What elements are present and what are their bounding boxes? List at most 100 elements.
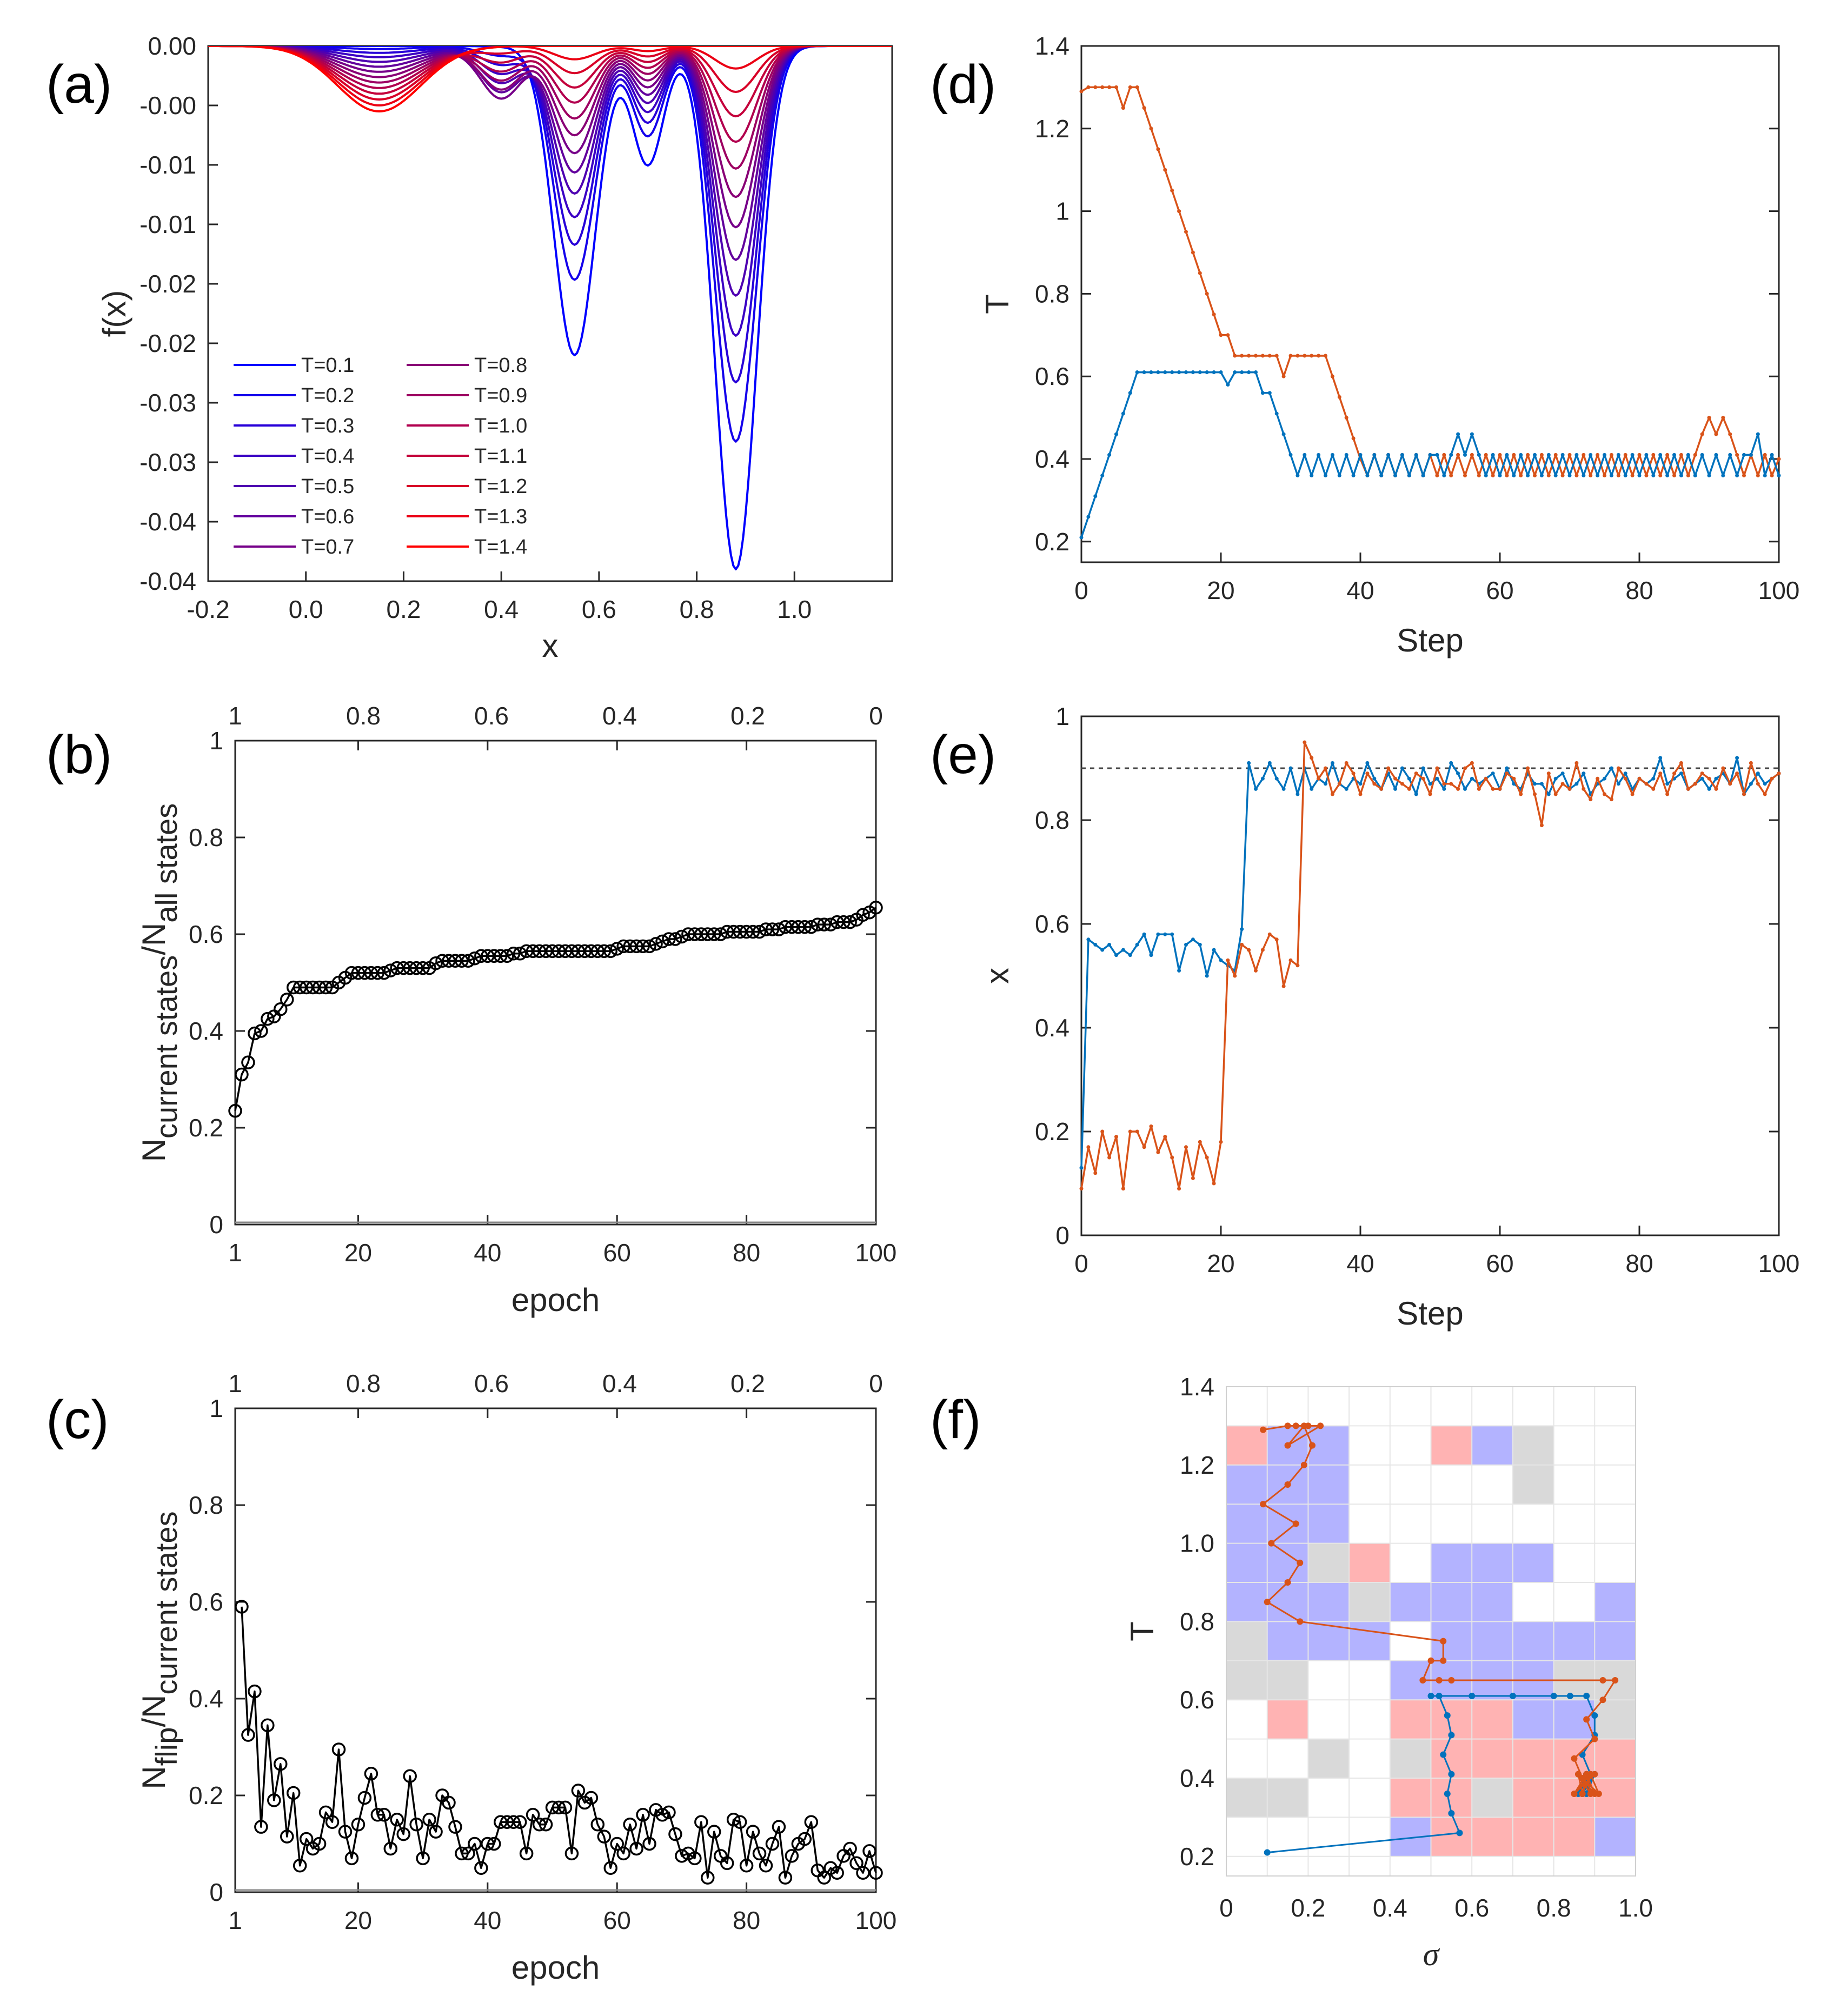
point-blue <box>1295 474 1300 478</box>
trajectory-point-blue <box>1591 1712 1598 1719</box>
point-orange <box>1267 932 1272 936</box>
y-tick-label: -0.04 <box>139 508 196 536</box>
data-point <box>856 908 870 922</box>
legend-label: T=0.5 <box>301 475 354 498</box>
trajectory-point-orange <box>1575 1771 1582 1778</box>
point-orange <box>1609 453 1613 457</box>
point-blue <box>1393 787 1397 791</box>
curve-T=0.4 <box>208 46 892 337</box>
point-blue <box>1539 474 1544 478</box>
point-orange <box>1240 942 1244 947</box>
x-tick-label: 0.2 <box>386 595 421 623</box>
cell <box>1472 1621 1513 1661</box>
point-blue <box>1254 370 1258 375</box>
data-point <box>810 917 825 932</box>
data-point <box>325 1815 340 1829</box>
cell <box>1349 1543 1390 1582</box>
point-blue <box>1623 474 1627 478</box>
x-tick-label: 20 <box>344 1239 372 1267</box>
point-orange <box>1093 1171 1098 1175</box>
point-orange <box>1596 776 1600 781</box>
y-tick-label: 0 <box>209 1878 223 1906</box>
point-blue <box>1428 782 1432 786</box>
y-tick-label: 1 <box>1055 197 1069 225</box>
data-point <box>409 961 423 975</box>
point-blue <box>1442 787 1446 791</box>
point-orange <box>1247 354 1251 358</box>
point-blue <box>1707 474 1711 478</box>
point-orange <box>1449 782 1453 786</box>
curve-T=1.4 <box>208 46 892 112</box>
point-blue <box>1267 391 1272 395</box>
trajectory-point-orange <box>1284 1579 1291 1586</box>
point-blue <box>1539 782 1544 786</box>
point-blue <box>1198 942 1202 947</box>
data-point <box>487 949 501 963</box>
point-blue <box>1721 474 1725 478</box>
point-blue <box>1184 942 1188 947</box>
data-point <box>539 944 553 959</box>
point-blue <box>1142 932 1146 936</box>
cell <box>1472 1426 1513 1465</box>
data-point <box>228 1103 242 1118</box>
y-axis-label: T <box>979 294 1015 314</box>
point-orange <box>1539 453 1544 457</box>
point-blue <box>1749 782 1753 786</box>
data-point <box>649 937 663 951</box>
trajectory-point-blue <box>1440 1751 1447 1758</box>
data-point <box>590 1817 605 1832</box>
point-blue <box>1714 453 1718 457</box>
point-orange <box>1574 474 1579 478</box>
point-orange <box>1777 457 1781 461</box>
curve-T=0.2 <box>208 46 892 443</box>
data-point <box>390 1813 404 1827</box>
point-orange <box>1226 333 1230 337</box>
data-point <box>248 1684 262 1699</box>
point-orange <box>1198 271 1202 275</box>
panel-label-b: (b) <box>46 724 112 785</box>
legend-label: T=0.4 <box>301 445 354 468</box>
point-orange <box>1770 776 1774 781</box>
trajectory-point-blue <box>1264 1849 1271 1856</box>
trajectory-point-orange <box>1448 1677 1455 1684</box>
point-blue <box>1379 474 1384 478</box>
point-blue <box>1170 932 1174 936</box>
point-blue <box>1344 453 1348 457</box>
point-orange <box>1623 776 1627 781</box>
point-orange <box>1295 963 1300 968</box>
y-label-mid: /N <box>136 1695 172 1727</box>
data-point <box>778 1871 793 1885</box>
point-blue <box>1630 453 1635 457</box>
cell <box>1226 1582 1267 1622</box>
point-orange <box>1505 474 1509 478</box>
point-orange <box>1484 776 1488 781</box>
cell <box>1308 1543 1350 1582</box>
data-point <box>448 1820 462 1834</box>
trajectory-point-orange <box>1292 1422 1299 1429</box>
legend: T=0.1 T=0.2 T=0.3 T=0.4 T=0.5 T=0.6 T=0.7 T=0.8… <box>234 354 527 558</box>
x-tick-label: 0.6 <box>582 595 616 623</box>
data-point <box>519 944 534 959</box>
point-orange <box>1728 432 1732 436</box>
axes-box <box>234 1407 877 1893</box>
point-orange <box>1749 761 1753 765</box>
cell <box>1431 1582 1472 1622</box>
data-point <box>364 966 378 980</box>
trajectory-point-blue <box>1427 1692 1434 1699</box>
data-point <box>422 1813 436 1827</box>
point-orange <box>1170 1155 1174 1160</box>
x-tick-label: 1.0 <box>1618 1894 1653 1922</box>
x-tick-label: 40 <box>1346 576 1374 604</box>
y-tick-label: 0.8 <box>1180 1607 1214 1635</box>
trajectory-point-orange <box>1591 1735 1598 1742</box>
point-orange <box>1470 453 1474 457</box>
top-tick-label: 0.8 <box>346 702 381 730</box>
point-orange <box>1603 792 1606 796</box>
point-orange <box>1533 792 1537 796</box>
cell <box>1512 1543 1554 1582</box>
point-blue <box>1163 932 1167 936</box>
point-blue <box>1393 474 1397 478</box>
y-label-main: N <box>136 1766 172 1789</box>
trajectory-point-blue <box>1583 1692 1590 1699</box>
